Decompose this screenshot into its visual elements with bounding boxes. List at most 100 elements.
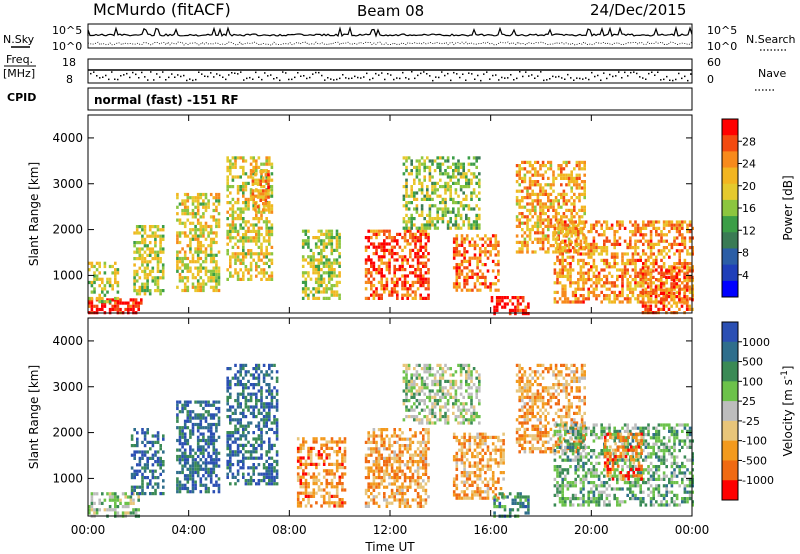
range-cell [377,463,381,467]
range-cell [402,172,406,176]
range-cell [383,463,386,467]
range-cell [137,508,140,512]
range-cell [270,463,274,467]
range-cell [343,459,347,463]
nave-point [333,79,335,81]
nave-point [600,79,602,81]
range-cell [236,437,240,441]
range-cell [455,266,459,270]
range-cell [459,172,463,176]
range-cell [526,196,529,200]
range-cell [146,253,149,257]
range-cell [575,224,579,228]
range-cell [390,248,394,252]
range-cell [236,274,240,278]
range-cell [217,196,221,200]
range-cell [431,217,434,221]
nave-point [663,78,665,81]
range-cell [377,476,381,480]
range-cell [189,244,192,248]
range-cell [189,448,192,452]
range-cell [181,454,184,459]
range-cell [242,459,245,463]
range-cell [252,415,255,419]
range-cell [367,501,370,505]
range-cell [541,205,545,209]
range-cell [229,207,232,211]
nave-point [204,75,206,77]
range-cell [207,269,210,273]
range-cell [406,293,409,297]
range-cell [159,250,162,254]
range-cell [590,268,593,272]
range-cell [605,236,609,240]
range-cell [649,291,653,295]
range-cell [536,170,540,174]
range-cell [649,300,653,304]
range-cell [207,490,210,494]
range-cell [335,488,339,492]
range-cell [229,418,232,422]
range-cell [93,492,96,496]
colorbar-tick-label: 8 [742,247,749,260]
range-cell [338,475,342,479]
nave-point [423,71,425,73]
range-cell [603,242,606,246]
range-cell [481,237,485,241]
range-cell [265,450,268,454]
range-cell [613,290,616,294]
range-cell [322,239,326,243]
range-cell [226,175,229,179]
range-cell [377,434,381,438]
range-cell [402,156,406,160]
range-cell [385,428,389,432]
range-cell [380,258,383,262]
range-cell [178,240,182,245]
range-cell [419,277,422,281]
freq-label: Freq. [6,53,33,66]
range-cell [239,165,242,169]
range-cell [523,173,527,177]
range-cell [133,241,136,245]
range-cell [367,482,370,486]
range-cell [90,307,94,312]
range-cell [452,210,455,214]
range-cell [470,162,473,166]
range-cell [560,240,563,244]
nave-point [372,77,374,80]
range-cell [380,287,383,291]
range-cell [249,255,253,259]
nave-point [642,77,644,79]
range-cell [191,253,195,257]
range-cell [212,196,216,200]
range-cell [473,285,477,289]
range-cell [209,422,213,427]
nave-point [651,71,653,73]
range-cell [202,288,205,293]
range-cell [539,231,542,235]
range-cell [186,256,190,261]
range-cell [304,258,308,262]
range-cell [377,466,381,470]
range-cell [325,443,329,447]
range-cell [584,246,588,250]
range-cell [659,301,663,305]
range-cell [154,250,157,254]
range-cell [114,498,117,502]
range-cell [236,479,240,483]
range-cell [570,186,573,190]
range-cell [515,234,519,238]
range-cell [493,305,496,309]
range-cell [484,250,487,254]
range-cell [570,180,573,184]
nsearch-label: N.Search [746,33,796,46]
range-cell [565,202,568,206]
range-cell [176,196,179,200]
range-cell [497,253,500,257]
range-cell [634,226,637,230]
range-cell [574,233,577,237]
range-cell [455,285,459,289]
range-cell [575,212,579,216]
range-cell [103,498,107,502]
